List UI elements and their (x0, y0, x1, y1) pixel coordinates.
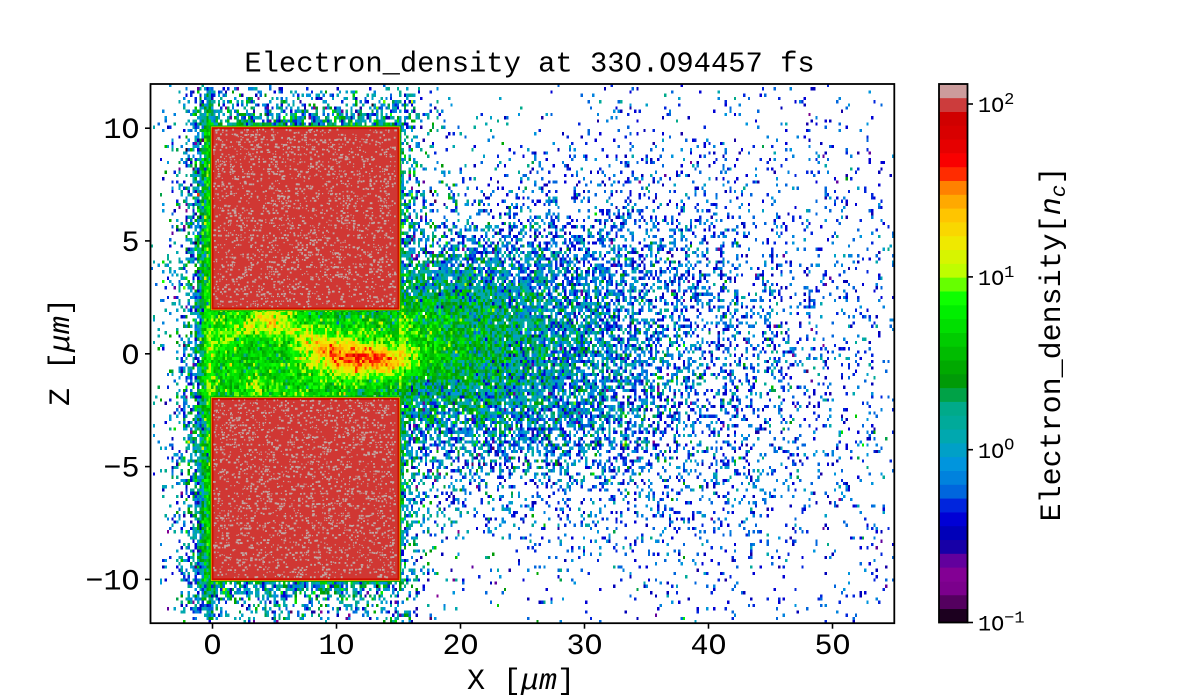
svg-text:O: O (121, 340, 139, 374)
svg-text:1O: 1O (103, 114, 139, 148)
svg-text:2O: 2O (442, 630, 478, 664)
svg-text:Electron_density at 33O.O94457: Electron_density at 33O.O94457 fs (244, 48, 814, 81)
svg-text:X [μm]: X [μm] (467, 665, 575, 699)
svg-text:1O: 1O (318, 630, 354, 664)
svg-text:O: O (203, 630, 221, 664)
svg-text:5O: 5O (814, 630, 850, 664)
svg-text:3O: 3O (566, 630, 602, 664)
svg-text:Z [μm]: Z [μm] (45, 298, 79, 406)
svg-text:−5: −5 (103, 453, 139, 487)
svg-text:5: 5 (121, 227, 139, 261)
svg-text:4O: 4O (690, 630, 726, 664)
svg-text:−1O: −1O (85, 565, 139, 599)
svg-text:Electron_density[nc]: Electron_density[nc] (1036, 167, 1072, 522)
